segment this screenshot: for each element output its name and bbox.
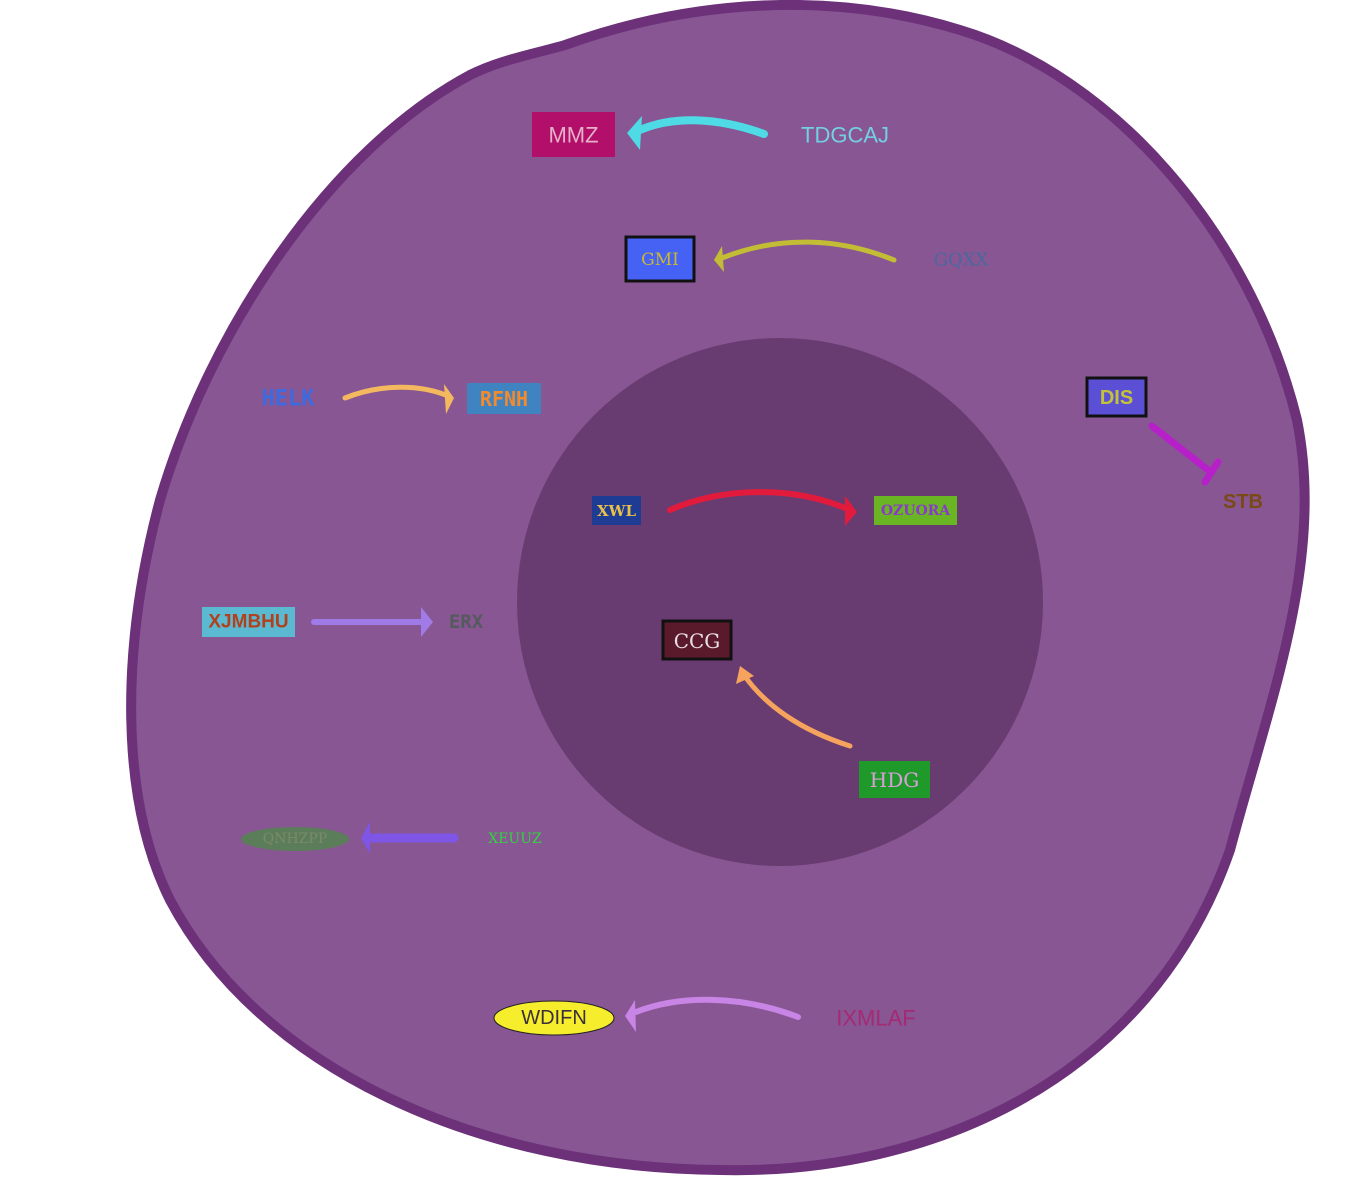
node-mmz-box: [532, 112, 615, 157]
node-qnhzpp-ellipse: [241, 827, 349, 851]
node-tdgcaj-label: TDGCAJ: [801, 123, 889, 148]
node-rfnh[interactable]: RFNH: [467, 383, 541, 414]
node-erx[interactable]: ERX: [449, 611, 484, 633]
node-dis[interactable]: DIS: [1085, 376, 1148, 418]
node-xeuuz-label: XEUUZ: [488, 831, 542, 847]
node-stb[interactable]: STB: [1223, 491, 1263, 513]
edge-tdgcaj-mmz: [627, 116, 768, 150]
node-ixmlaf[interactable]: IXMLAF: [836, 1006, 915, 1031]
node-xwl-box: [592, 496, 641, 525]
node-rfnh-label: RFNH: [480, 387, 528, 411]
node-gqxx[interactable]: GQXX: [934, 250, 989, 271]
node-ozuora-label: OZUORA: [881, 503, 951, 519]
node-qnhzpp-label: QNHZPP: [263, 831, 328, 847]
edge-xjmbhu-erx: [311, 607, 433, 637]
node-xjmbhu[interactable]: XJMBHU: [202, 607, 295, 637]
node-mmz-label: MMZ: [548, 123, 598, 148]
node-wdifn[interactable]: WDIFN: [493, 1000, 615, 1036]
edge-xeuuz-qnhzpp: [361, 822, 459, 854]
edge-xwl-ozuora: [667, 489, 857, 526]
node-xjmbhu-label: XJMBHU: [208, 612, 288, 633]
node-mmz[interactable]: MMZ: [532, 112, 615, 157]
node-gmi[interactable]: GMI: [624, 235, 696, 283]
node-qnhzpp[interactable]: QNHZPP: [241, 827, 349, 851]
node-ccg-box: [661, 619, 733, 661]
node-gqxx-label: GQXX: [934, 250, 989, 271]
node-ozuora[interactable]: OZUORA: [874, 496, 957, 525]
nucleus: [517, 338, 1043, 866]
node-ccg-label: CCG: [674, 629, 721, 653]
node-hdg-label: HDG: [870, 768, 919, 792]
node-hdg[interactable]: HDG: [859, 761, 930, 798]
node-xjmbhu-box: [202, 607, 295, 637]
edge-hdg-ccg: [736, 666, 853, 749]
node-helk-label: HELK: [262, 387, 316, 412]
node-tdgcaj[interactable]: TDGCAJ: [801, 123, 889, 148]
node-gmi-box: [624, 235, 696, 283]
node-wdifn-label: WDIFN: [521, 1007, 587, 1029]
edge-helk-rfnh: [342, 384, 454, 414]
edge-ixmlaf-wdifn: [625, 996, 801, 1032]
node-dis-box: [1085, 376, 1148, 418]
node-ozuora-box: [874, 496, 957, 525]
edge-dis-stb: [1148, 422, 1222, 486]
edge-gqxx-gmi: [714, 239, 897, 272]
node-gmi-label: GMI: [641, 250, 679, 270]
node-rfnh-box: [467, 383, 541, 414]
node-wdifn-ellipse: [493, 1000, 615, 1036]
node-dis-label: DIS: [1100, 387, 1133, 409]
node-xwl[interactable]: XWL: [592, 496, 641, 525]
node-stb-label: STB: [1223, 491, 1263, 513]
node-ccg[interactable]: CCG: [661, 619, 733, 661]
node-ixmlaf-label: IXMLAF: [836, 1006, 915, 1031]
node-hdg-box: [859, 761, 930, 798]
node-helk[interactable]: HELK: [262, 387, 316, 412]
node-xeuuz[interactable]: XEUUZ: [488, 831, 542, 847]
node-xwl-label: XWL: [597, 502, 636, 520]
node-erx-label: ERX: [449, 611, 484, 633]
